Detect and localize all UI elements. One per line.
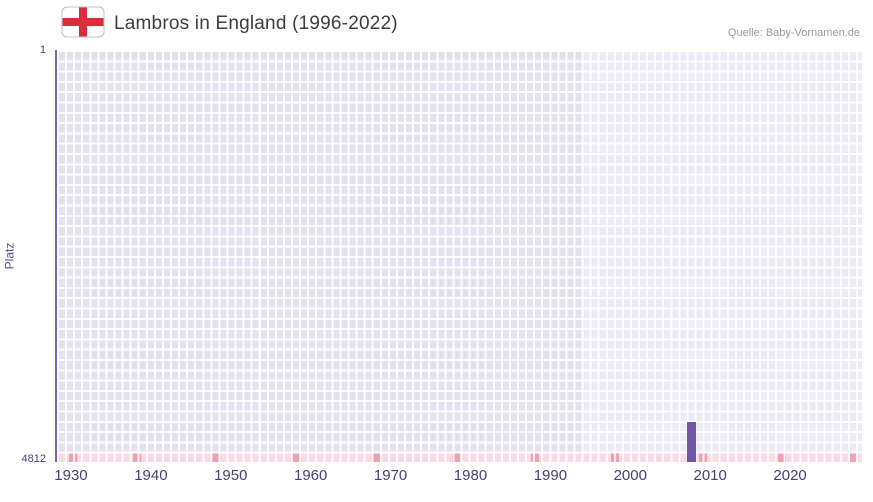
x-tick-label: 1960 xyxy=(293,467,328,484)
strip-marker xyxy=(212,452,221,462)
x-tick-label: 2020 xyxy=(773,467,807,484)
y-tick-max: 1 xyxy=(39,44,46,56)
x-axis-ticks: 1930 1940 1950 1960 1970 1980 1990 2000 2010 2020 xyxy=(54,467,862,489)
page-title: Lambros in England (1996-2022) xyxy=(114,13,398,34)
bottom-strip xyxy=(57,452,862,462)
england-flag-icon xyxy=(61,6,105,38)
strip-marker xyxy=(531,452,540,462)
plot-area xyxy=(55,50,862,462)
strip-marker xyxy=(850,452,859,462)
x-tick-label: 1930 xyxy=(54,467,88,484)
strip-marker xyxy=(132,452,141,462)
strip-marker xyxy=(292,452,301,462)
rank-bar[interactable] xyxy=(686,422,696,462)
strip-marker xyxy=(371,452,380,462)
no-data-region xyxy=(57,50,584,462)
x-tick-label: 1970 xyxy=(373,467,408,484)
x-tick-label: 1950 xyxy=(214,467,248,484)
x-tick-label: 1940 xyxy=(134,467,168,484)
source-credit: Quelle: Baby-Vornamen.de xyxy=(727,27,860,39)
x-tick-label: 2010 xyxy=(693,467,727,484)
x-tick-label: 1980 xyxy=(453,467,488,484)
x-tick-label: 2000 xyxy=(613,467,647,484)
x-tick-label: 1990 xyxy=(533,467,568,484)
y-tick-min: 4812 xyxy=(21,453,46,465)
strip-marker xyxy=(610,452,619,462)
strip-marker xyxy=(698,452,707,462)
strip-marker xyxy=(68,452,77,462)
strip-marker xyxy=(778,452,787,462)
y-axis-title: Platz xyxy=(2,242,17,270)
strip-marker xyxy=(451,452,460,462)
